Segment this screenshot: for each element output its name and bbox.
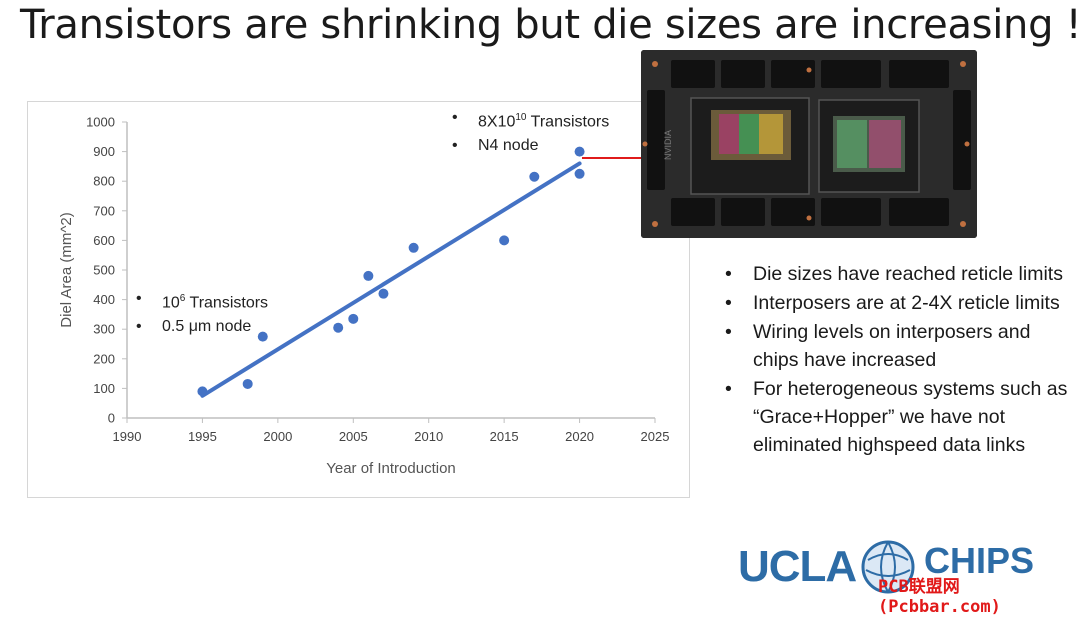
y-axis-label: Diel Area (mm^2) bbox=[58, 212, 75, 327]
ucla-chips-logo: UCLA CHIPS PCB联盟网(Pcbbar.com) bbox=[738, 538, 1078, 617]
bullet-item: Interposers are at 2-4X reticle limits bbox=[725, 289, 1070, 317]
y-tick-label: 600 bbox=[93, 233, 115, 248]
y-tick-label: 300 bbox=[93, 322, 115, 337]
data-point bbox=[363, 270, 374, 281]
data-point bbox=[333, 322, 344, 333]
bullet-item: Die sizes have reached reticle limits bbox=[725, 260, 1070, 288]
bullet-item: For heterogeneous systems such as “Grace… bbox=[725, 375, 1070, 459]
annotation-transistor-count: 106 Transistors bbox=[136, 287, 268, 315]
annotation-2020: 8X1010 Transistors N4 node bbox=[452, 106, 609, 158]
x-tick-label: 2020 bbox=[565, 429, 594, 444]
chart-frame: 0 100 200 300 400 500 600 700 800 900 1000 1990 1995… bbox=[27, 101, 690, 498]
x-axis-label: Year of Introduction bbox=[326, 460, 456, 477]
annotation-1995: 106 Transistors 0.5 μm node bbox=[136, 287, 268, 339]
y-tick-label: 0 bbox=[108, 411, 115, 426]
data-point bbox=[408, 242, 419, 253]
data-point bbox=[348, 313, 359, 324]
annotation-transistor-count: 8X1010 Transistors bbox=[452, 106, 609, 134]
trend-line bbox=[200, 161, 582, 398]
x-tick-label: 2015 bbox=[490, 429, 519, 444]
annotation-node: 0.5 μm node bbox=[136, 315, 268, 339]
y-tick-label: 700 bbox=[93, 203, 115, 218]
annotation-node: N4 node bbox=[452, 134, 609, 158]
slide-title: Transistors are shrinking but die sizes … bbox=[20, 2, 1080, 48]
bullet-item: Wiring levels on interposers and chips h… bbox=[725, 318, 1070, 374]
data-point bbox=[574, 168, 585, 179]
x-tick-label: 2005 bbox=[339, 429, 368, 444]
y-tick-label: 900 bbox=[93, 144, 115, 159]
die-area-chart: 0 100 200 300 400 500 600 700 800 900 1000 1990 1995… bbox=[58, 115, 670, 478]
data-point bbox=[242, 378, 253, 389]
x-tick-label: 2025 bbox=[641, 429, 670, 444]
y-tick-label: 400 bbox=[93, 292, 115, 307]
y-tick-label: 800 bbox=[93, 174, 115, 189]
x-tick-label: 2010 bbox=[414, 429, 443, 444]
data-point bbox=[499, 235, 510, 246]
key-points-list: Die sizes have reached reticle limits In… bbox=[725, 260, 1070, 460]
data-point bbox=[529, 171, 540, 182]
logo-ucla-text: UCLA bbox=[738, 542, 857, 591]
data-point bbox=[378, 288, 389, 299]
y-tick-label: 500 bbox=[93, 263, 115, 278]
x-tick-label: 1990 bbox=[113, 429, 142, 444]
watermark: PCB联盟网(Pcbbar.com) bbox=[878, 577, 1001, 617]
connector-line bbox=[582, 157, 641, 159]
logo-chips-text: CHIPS bbox=[924, 540, 1035, 581]
globe-icon bbox=[861, 540, 915, 594]
x-tick-label: 1995 bbox=[188, 429, 217, 444]
svg-text:NVIDIA: NVIDIA bbox=[663, 130, 673, 160]
data-point bbox=[197, 386, 208, 397]
y-tick-label: 1000 bbox=[86, 115, 115, 130]
x-tick-label: 2000 bbox=[263, 429, 292, 444]
y-tick-label: 200 bbox=[93, 351, 115, 366]
grace-hopper-superchip-photo-icon: NVIDIA bbox=[641, 50, 977, 238]
y-tick-label: 100 bbox=[93, 381, 115, 396]
